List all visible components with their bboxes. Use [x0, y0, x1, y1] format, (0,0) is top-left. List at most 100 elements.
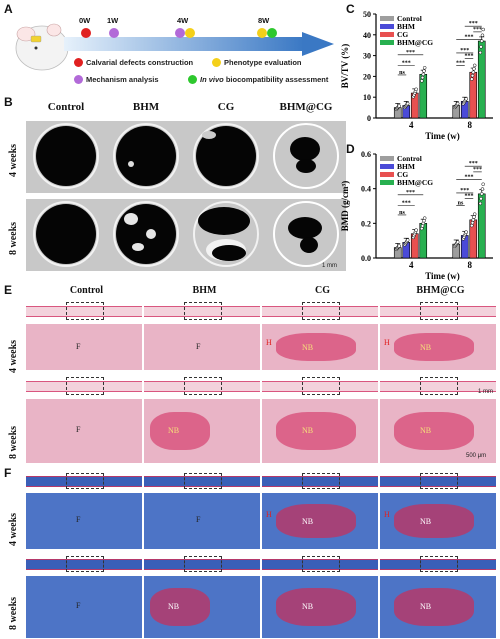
he-cell-1-3: NB [144, 399, 260, 463]
dot-0w-defect [81, 28, 91, 38]
mt-cell-2-3: NB [262, 576, 378, 638]
bvtv-legend-swatch [380, 16, 394, 21]
bvtv-xlabel: Time (w) [425, 131, 460, 141]
bmd-ytick: 0.6 [361, 150, 371, 159]
bvtv-ytick: 30 [363, 52, 371, 61]
he-tag-new-bone: NB [420, 425, 432, 435]
row-title-4w: 4 weeks [8, 143, 19, 177]
panel-d-bmd-chart: D 0.0 0.2 0.4 0.6 BMD (g/cm³) 4 8 Time (w) Contr… [338, 142, 500, 282]
he-cell-2-0 [262, 297, 378, 323]
legend-biocompat: In vivo biocompatibility assessment [200, 75, 329, 84]
bvtv-legend-label: CG [397, 30, 408, 39]
panel-label-b: B [4, 95, 13, 109]
bvtv-significance: *** [456, 60, 465, 66]
bmd-significance: *** [465, 175, 474, 181]
bvtv-significance: *** [465, 54, 474, 60]
col-title-bhm: BHM [132, 101, 160, 113]
week-8: 8W [258, 16, 270, 25]
bmd-chart-svg: 0.0 0.2 0.4 0.6 BMD (g/cm³) 4 8 Time (w) Control… [340, 150, 493, 281]
he-tag-hydrogel: H [384, 337, 390, 347]
bmd-significance: ns [399, 210, 405, 216]
bvtv-significance: *** [473, 27, 482, 33]
bvtv-ytick: 0 [367, 114, 371, 123]
panel-e-he-staining: E Control BHM CG BHM@CG 4 weeks 8 weeks … [2, 283, 500, 463]
bmd-xtick-8: 8 [468, 260, 473, 270]
he-tag-new-bone: NB [168, 425, 180, 435]
he-cell-3-2 [380, 372, 496, 398]
bvtv-significance: *** [406, 50, 415, 56]
bvtv-significance: *** [465, 35, 474, 41]
mt-cell-1-2 [144, 551, 260, 575]
bvtv-ytick: 20 [363, 72, 371, 81]
he-col-cg: CG [315, 285, 330, 296]
legend-dot-mechanism [74, 75, 83, 84]
mt-tag-hydrogel: H [266, 509, 272, 519]
he-col-control: Control [69, 285, 104, 296]
col-title-control: Control [47, 101, 85, 113]
bmd-legend-label: CG [397, 170, 408, 179]
bvtv-legend-swatch [380, 32, 394, 37]
he-cell-0-1: F [26, 324, 142, 370]
bvtv-legend-swatch [380, 24, 394, 29]
ct-bhmcg-4w [266, 121, 346, 193]
he-cell-3-3: NB [380, 399, 496, 463]
bmd-ytick: 0.4 [361, 185, 371, 194]
mt-cell-0-3: F [26, 576, 142, 638]
mt-cell-0-1: F [26, 493, 142, 549]
panel-label-f: F [4, 466, 12, 480]
bvtv-significance: *** [402, 60, 411, 66]
week-0: 0W [79, 16, 91, 25]
he-scale-high: 500 μm [466, 453, 487, 459]
he-cell-3-0 [380, 297, 496, 323]
mt-tag-fibrous: F [196, 515, 201, 525]
mt-tag-new-bone: NB [420, 516, 432, 526]
he-cell-2-2 [262, 372, 378, 398]
he-cell-0-3: F [26, 399, 142, 463]
mt-cell-1-3: NB [144, 576, 260, 638]
bmd-xlabel: Time (w) [425, 271, 460, 281]
ct-cg-8w [186, 199, 266, 271]
bvtv-legend-label: Control [397, 14, 422, 23]
panel-c-bvtv-chart: C 0 10 20 30 40 50 BV/TV (%) 4 8 Time (w) Control B… [338, 2, 500, 142]
he-tag-new-bone: NB [302, 425, 314, 435]
timeline-svg [15, 23, 334, 71]
masson-image-grid: F F F NB NB H NB NB H NB [26, 468, 498, 638]
mt-cell-3-2 [380, 551, 496, 575]
legend-phenotype: Phenotype evaluation [224, 58, 302, 67]
bmd-significance: *** [460, 188, 469, 194]
mt-tag-new-bone: NB [302, 602, 314, 612]
bmd-significance: *** [473, 167, 482, 173]
he-cell-1-1: F [144, 324, 260, 370]
bvtv-xtick-4: 4 [409, 120, 414, 130]
week-1: 1W [107, 16, 119, 25]
bmd-ytick: 0.2 [361, 219, 371, 228]
bvtv-significance: *** [460, 48, 469, 54]
bvtv-ytick: 10 [363, 93, 371, 102]
bmd-xtick-4: 4 [409, 260, 414, 270]
bmd-legend-swatch [380, 164, 394, 169]
mt-cell-2-2 [262, 551, 378, 575]
mt-cell-2-1: NB H [262, 493, 378, 549]
row-title-8w: 8 weeks [8, 221, 19, 255]
he-row-8w: 8 weeks [8, 425, 19, 459]
bvtv-significance: ns [399, 70, 405, 76]
bmd-significance: *** [402, 200, 411, 206]
bvtv-legend-swatch [380, 40, 394, 45]
bvtv-legend-label: BHM@CG [397, 38, 433, 47]
bmd-significance: *** [469, 161, 478, 167]
bmd-legend-swatch [380, 180, 394, 185]
he-cell-2-1: NB H [262, 324, 378, 370]
he-cell-1-0 [144, 297, 260, 323]
bmd-legend-swatch [380, 156, 394, 161]
dot-4w-mechanism [175, 28, 185, 38]
bvtv-ytick: 50 [363, 10, 371, 19]
mt-tag-new-bone: NB [302, 516, 314, 526]
he-cell-0-2 [26, 372, 142, 398]
col-title-cg: CG [217, 101, 235, 113]
panel-label-e: E [4, 283, 13, 297]
bvtv-xtick-8: 8 [468, 120, 473, 130]
he-row-4w: 4 weeks [8, 339, 19, 373]
bmd-legend-swatch [380, 172, 394, 177]
panel-b-microct: B Control BHM CG BHM@CG 4 weeks 8 weeks [2, 95, 346, 277]
